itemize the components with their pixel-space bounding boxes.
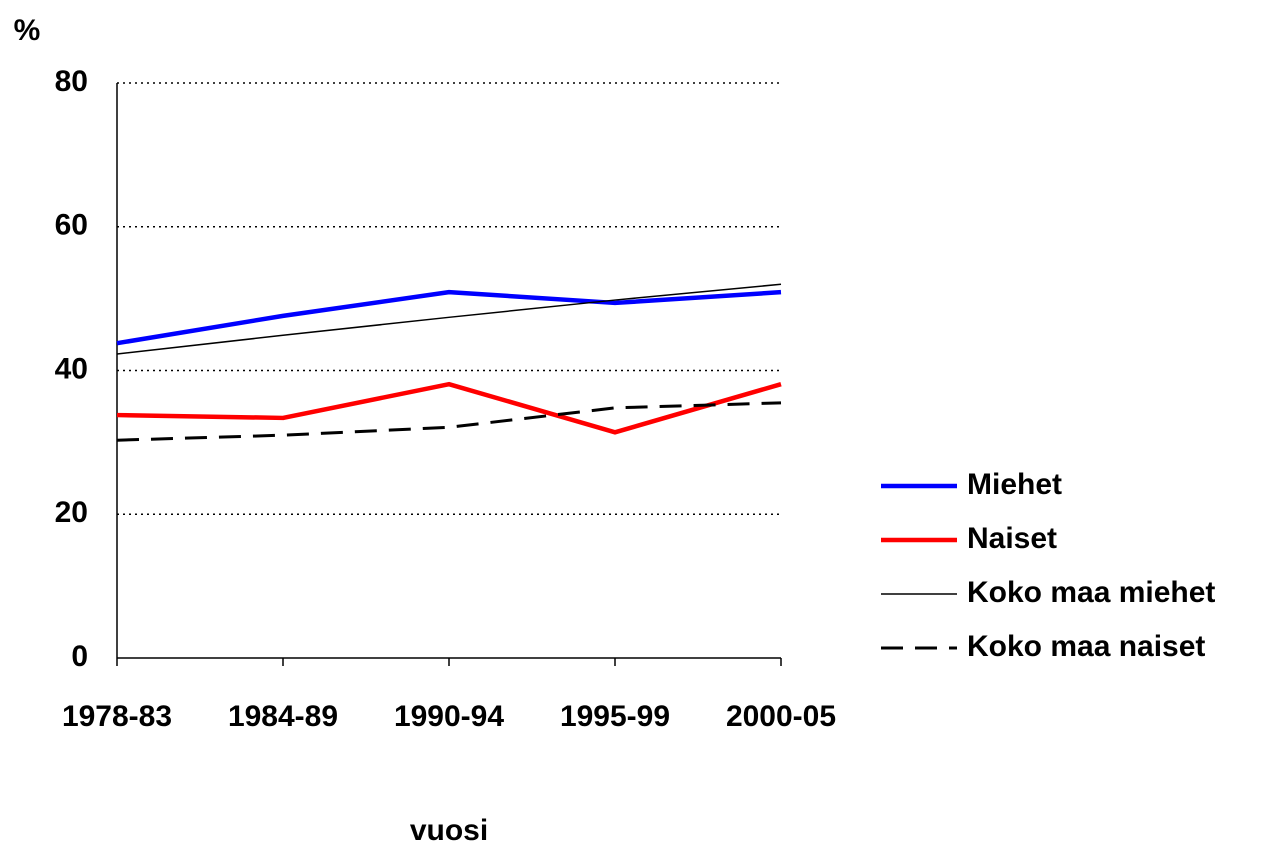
legend-label: Koko maa miehet <box>967 576 1215 609</box>
legend-label: Miehet <box>967 468 1062 501</box>
x-axis-label: vuosi <box>410 814 488 847</box>
legend-label: Naiset <box>967 522 1057 555</box>
y-axis-label: % <box>14 14 41 47</box>
legend-label: Koko maa naiset <box>967 630 1205 663</box>
series-line <box>116 289 782 346</box>
x-tick-label: 1995-99 <box>560 700 670 733</box>
x-tick-label: 1978-83 <box>62 700 172 733</box>
y-tick-label: 60 <box>55 209 88 242</box>
series-line <box>116 401 782 442</box>
x-tick-label: 1984-89 <box>228 700 338 733</box>
x-tick-label: 1990-94 <box>394 700 504 733</box>
y-tick-label: 80 <box>55 65 88 98</box>
y-tick-label: 40 <box>55 352 88 385</box>
series-line <box>116 381 782 435</box>
x-tick-label: 2000-05 <box>726 700 836 733</box>
y-tick-label: 20 <box>55 496 88 529</box>
y-tick-label: 0 <box>71 640 88 673</box>
series-line <box>116 283 782 355</box>
